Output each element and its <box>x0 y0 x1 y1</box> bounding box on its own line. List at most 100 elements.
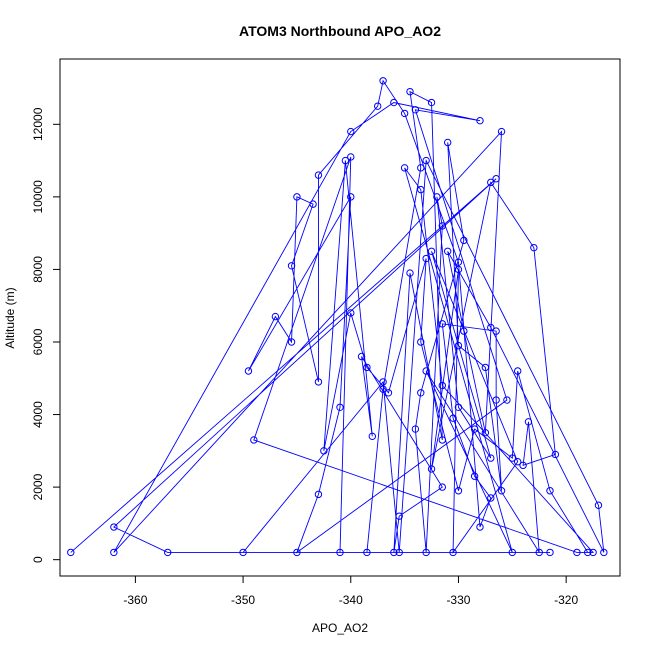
y-axis: 0 2000 4000 6000 8000 10000 12000 <box>31 107 61 563</box>
data-point <box>287 338 296 346</box>
data-point <box>395 512 403 520</box>
data-point <box>438 381 447 390</box>
data-point <box>314 171 323 179</box>
data-point <box>390 98 398 107</box>
data-point <box>476 523 484 531</box>
data-point <box>535 548 543 557</box>
data-point <box>422 367 430 375</box>
data-point <box>443 247 452 255</box>
data-point <box>336 403 344 411</box>
data-point <box>438 436 447 444</box>
y-tick-label: 4000 <box>31 401 45 428</box>
data-point <box>110 523 118 531</box>
data-point <box>454 403 463 411</box>
data-point <box>460 327 468 335</box>
data-point <box>583 548 592 557</box>
data-point <box>546 487 554 495</box>
data-point <box>481 428 490 437</box>
data-point <box>476 116 484 125</box>
data-point <box>449 414 457 422</box>
data-point <box>417 389 425 397</box>
data-point <box>271 312 280 321</box>
data-point <box>309 200 317 208</box>
data-point <box>503 396 511 404</box>
data-point <box>406 87 414 96</box>
data-point <box>427 465 436 473</box>
x-tick-label: -360 <box>123 593 147 607</box>
data-point <box>347 193 355 201</box>
data-point <box>497 127 506 136</box>
data-point <box>438 320 447 328</box>
data-point <box>357 352 366 361</box>
data-point <box>320 447 328 455</box>
series-layer <box>70 79 605 554</box>
data-point <box>600 548 608 557</box>
x-axis: -360 -350 -340 -330 -320 <box>123 575 578 607</box>
data-point <box>422 156 430 165</box>
data-point <box>406 269 414 277</box>
data-point <box>513 458 522 466</box>
chart-title: ATOM3 Northbound APO_AO2 <box>239 23 441 39</box>
y-axis-label: Altitude (m) <box>3 287 17 348</box>
data-point <box>454 487 463 495</box>
data-point <box>250 436 258 444</box>
x-axis-label: APO_AO2 <box>312 621 368 635</box>
y-tick-label: 12000 <box>31 107 45 141</box>
data-point <box>492 396 500 404</box>
data-point <box>470 425 479 433</box>
data-point <box>314 490 323 499</box>
data-point <box>589 548 597 557</box>
data-point <box>400 109 409 118</box>
y-tick-label: 10000 <box>31 180 45 214</box>
data-point <box>508 454 517 462</box>
data-point <box>363 363 371 372</box>
data-point <box>411 425 420 433</box>
data-point <box>287 262 296 270</box>
data-point <box>454 258 463 266</box>
data-point <box>244 367 253 375</box>
data-point <box>449 548 457 557</box>
data-point <box>400 164 409 172</box>
data-point <box>487 323 495 332</box>
data-point <box>492 175 500 183</box>
data-point <box>163 548 172 557</box>
data-point <box>341 156 350 165</box>
data-point <box>379 385 387 393</box>
data-point <box>524 418 533 426</box>
data-point <box>438 222 447 230</box>
data-point <box>573 548 581 557</box>
data-point <box>433 193 441 201</box>
data-point <box>551 450 560 459</box>
data-point <box>422 254 430 263</box>
data-point <box>110 548 118 557</box>
data-point <box>373 102 382 110</box>
data-point <box>454 341 463 350</box>
data-point <box>487 454 495 462</box>
data-point <box>454 265 463 274</box>
data-point <box>347 309 355 317</box>
data-point <box>347 127 355 136</box>
data-point <box>427 247 436 255</box>
data-point <box>293 548 301 557</box>
series-line-0 <box>70 79 605 554</box>
data-point <box>519 461 527 470</box>
data-point <box>390 548 398 557</box>
data-point <box>417 338 425 346</box>
data-point <box>379 77 387 85</box>
x-tick-label: -340 <box>339 593 363 607</box>
data-point <box>546 548 554 557</box>
x-tick-label: -330 <box>446 593 470 607</box>
data-point <box>239 548 247 557</box>
data-point <box>492 327 500 335</box>
y-tick-label: 6000 <box>31 328 45 355</box>
data-point <box>487 494 495 502</box>
data-point <box>530 243 538 252</box>
data-point <box>508 548 517 557</box>
data-point <box>487 178 495 187</box>
y-tick-label: 8000 <box>31 256 45 283</box>
data-point <box>368 432 377 441</box>
data-point <box>379 378 387 386</box>
data-point <box>422 548 430 557</box>
data-point <box>513 367 522 375</box>
